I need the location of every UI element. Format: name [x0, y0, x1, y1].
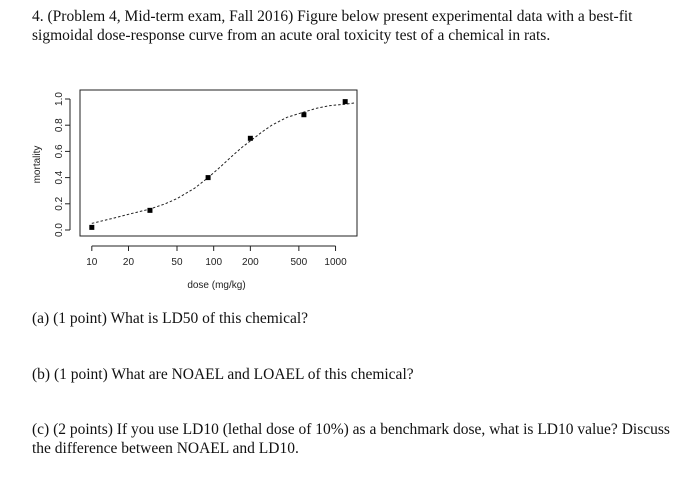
x-tick-label: 200 — [242, 257, 259, 268]
x-tick-label: 50 — [171, 257, 183, 268]
x-tick-label: 500 — [291, 257, 308, 268]
y-tick-label: 0.4 — [54, 170, 65, 184]
x-tick-label: 100 — [205, 257, 222, 268]
plot-frame — [79, 89, 358, 237]
y-tick-label: 1.0 — [54, 92, 65, 106]
data-point — [342, 99, 348, 105]
x-axis-label: dose (mg/kg) — [187, 280, 245, 291]
question-a: (a) (1 point) What is LD50 of this chemi… — [32, 310, 309, 327]
data-point — [147, 207, 153, 213]
x-tick-label: 1000 — [324, 257, 347, 268]
y-tick-label: 0.0 — [54, 223, 65, 237]
x-tick-label: 10 — [86, 257, 98, 268]
question-b: (b) (1 point) What are NOAEL and LOAEL o… — [32, 366, 414, 383]
y-tick-label: 0.2 — [54, 196, 65, 210]
data-point — [247, 135, 253, 141]
x-tick-label: 20 — [123, 257, 135, 268]
data-point — [205, 175, 211, 181]
data-point — [301, 112, 307, 118]
y-axis-label: mortality — [32, 146, 43, 184]
dose-response-chart: 0.0 0.2 0.4 0.6 0.8 1.0 mortality 10 20 50 100 200 5… — [32, 89, 358, 291]
fit-curve — [91, 102, 356, 224]
y-tick-label: 0.6 — [54, 144, 65, 158]
y-tick-label: 0.8 — [54, 118, 65, 132]
data-point — [89, 224, 95, 230]
question-c: (c) (2 points) If you use LD10 (lethal d… — [32, 421, 670, 457]
problem-statement: 4. (Problem 4, Mid-term exam, Fall 2016)… — [32, 8, 633, 44]
